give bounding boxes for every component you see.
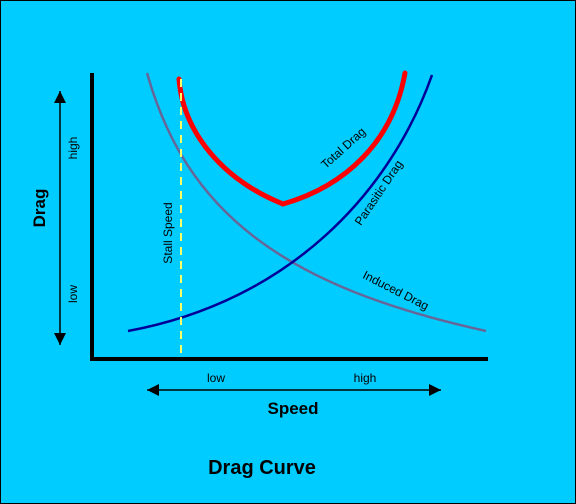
diagram-title: Drag Curve bbox=[208, 457, 316, 479]
speed-low-label: low bbox=[207, 371, 225, 385]
drag-high-label: high bbox=[66, 137, 80, 160]
speed-axis-title: Speed bbox=[267, 399, 318, 418]
parasitic-drag-curve bbox=[127, 74, 434, 333]
induced-drag-curve bbox=[145, 72, 487, 333]
speed-high-label: high bbox=[354, 371, 377, 385]
stall-speed-label: Stall Speed bbox=[161, 202, 175, 263]
drag-axis-title: Drag bbox=[30, 189, 49, 228]
total-drag-curve bbox=[176, 70, 408, 207]
drag-low-label: low bbox=[66, 285, 80, 303]
